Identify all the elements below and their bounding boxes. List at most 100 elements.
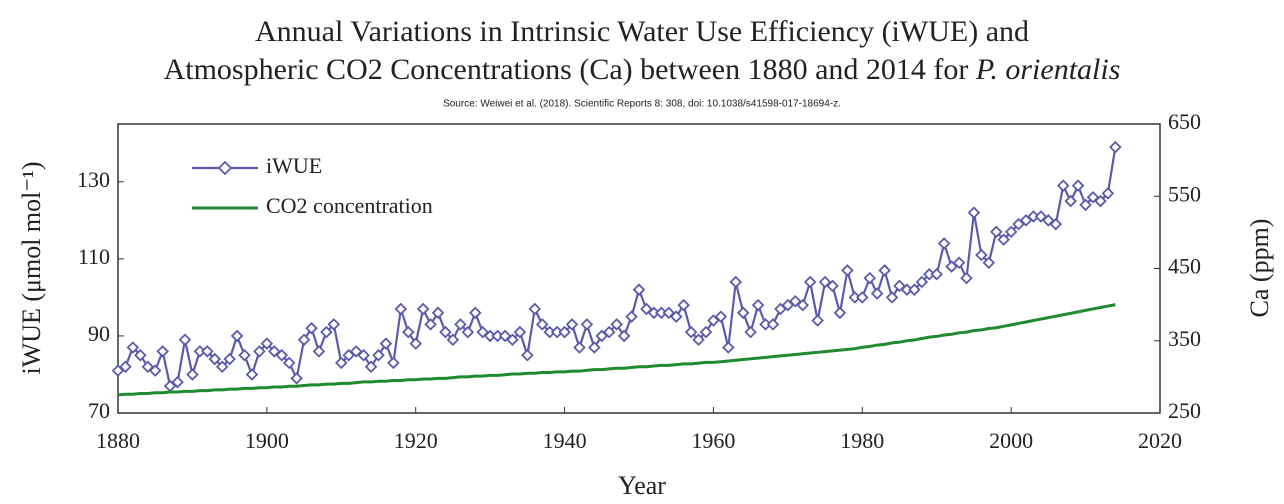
data-point xyxy=(245,368,259,381)
y2-tick-label: 450 xyxy=(1168,254,1201,279)
data-point xyxy=(238,348,251,362)
data-point xyxy=(297,333,311,347)
x-tick-label: 1880 xyxy=(96,428,140,453)
data-point xyxy=(677,298,690,312)
y-axis-label: iWUE (μmol mol⁻¹) xyxy=(17,161,46,374)
y2-tick-label: 550 xyxy=(1168,181,1201,206)
data-point xyxy=(908,283,921,296)
data-point xyxy=(215,360,229,374)
y2-axis-label: Ca (ppm) xyxy=(1245,219,1274,318)
data-point xyxy=(134,348,147,362)
data-point xyxy=(967,206,981,219)
data-point xyxy=(416,302,430,316)
data-point xyxy=(535,318,549,331)
data-point xyxy=(282,356,296,370)
data-point xyxy=(692,333,705,347)
data-point xyxy=(305,321,318,335)
data-point xyxy=(1034,210,1048,223)
y2-tick-label: 350 xyxy=(1168,326,1201,351)
data-point xyxy=(1109,140,1122,154)
y-tick-label: 130 xyxy=(77,167,110,192)
data-point xyxy=(1042,214,1055,227)
data-point xyxy=(372,348,385,362)
data-point xyxy=(893,279,906,293)
data-point xyxy=(774,302,787,316)
data-point xyxy=(1086,190,1100,204)
chart-title-species: P. orientalis xyxy=(975,53,1120,86)
data-point xyxy=(885,291,899,304)
data-point xyxy=(327,318,341,331)
legend-label: CO2 concentration xyxy=(266,193,433,218)
data-point xyxy=(722,341,735,354)
data-point xyxy=(617,329,631,343)
data-point xyxy=(975,248,988,262)
data-point xyxy=(1019,214,1033,227)
data-point xyxy=(119,360,132,374)
data-point xyxy=(1064,194,1077,208)
data-point xyxy=(111,364,125,377)
data-point xyxy=(863,271,877,285)
data-point xyxy=(989,225,1003,239)
series-line xyxy=(117,303,1116,397)
data-point xyxy=(171,375,184,389)
data-point xyxy=(387,356,400,370)
data-point xyxy=(357,348,370,362)
y2-tick-label: 250 xyxy=(1168,398,1201,423)
data-point xyxy=(178,333,192,347)
data-point xyxy=(610,318,623,331)
data-point xyxy=(394,302,408,316)
data-point xyxy=(915,275,929,289)
data-point xyxy=(349,345,363,358)
data-point xyxy=(878,264,891,277)
data-point xyxy=(580,318,594,331)
data-point xyxy=(230,329,244,343)
data-point xyxy=(141,360,155,374)
data-point xyxy=(841,264,854,277)
data-point xyxy=(148,364,162,377)
data-point xyxy=(201,345,214,358)
data-point xyxy=(602,325,616,339)
x-tick-label: 1940 xyxy=(543,428,587,453)
data-point xyxy=(796,298,810,312)
data-point xyxy=(818,275,832,289)
data-point xyxy=(513,325,527,339)
data-point xyxy=(1079,198,1092,212)
data-point xyxy=(707,314,720,327)
data-point xyxy=(573,341,586,354)
data-point xyxy=(766,318,780,331)
x-tick-label: 1960 xyxy=(691,428,735,453)
chart-title: Annual Variations in Intrinsic Water Use… xyxy=(255,15,1029,48)
data-point xyxy=(409,337,422,350)
y-tick-label: 70 xyxy=(88,398,110,423)
data-point xyxy=(454,318,467,331)
data-point xyxy=(632,283,646,296)
data-point xyxy=(684,325,698,339)
data-point xyxy=(468,306,482,320)
data-point xyxy=(640,302,653,316)
data-point xyxy=(662,306,676,320)
data-point xyxy=(1094,194,1107,208)
data-point xyxy=(833,306,847,320)
data-point xyxy=(476,325,489,339)
y-tick-label: 90 xyxy=(88,321,110,346)
data-point xyxy=(506,333,519,347)
series-line xyxy=(117,146,1117,388)
data-point xyxy=(997,233,1010,246)
data-point xyxy=(811,314,824,327)
data-point xyxy=(1012,217,1025,231)
data-point xyxy=(751,298,765,312)
data-point xyxy=(803,275,817,289)
data-point xyxy=(312,345,326,358)
subtitle: Source: Weiwei et al. (2018). Scientific… xyxy=(443,99,841,110)
data-point xyxy=(744,325,757,339)
data-point xyxy=(156,345,169,358)
data-point xyxy=(275,348,289,362)
data-point xyxy=(856,291,869,304)
data-point xyxy=(290,372,303,385)
chart-title: Atmospheric CO2 Concentrations (Ca) betw… xyxy=(164,53,1121,86)
x-tick-label: 1920 xyxy=(394,428,438,453)
data-point xyxy=(826,279,839,293)
data-point xyxy=(736,306,750,320)
data-point xyxy=(528,302,542,316)
